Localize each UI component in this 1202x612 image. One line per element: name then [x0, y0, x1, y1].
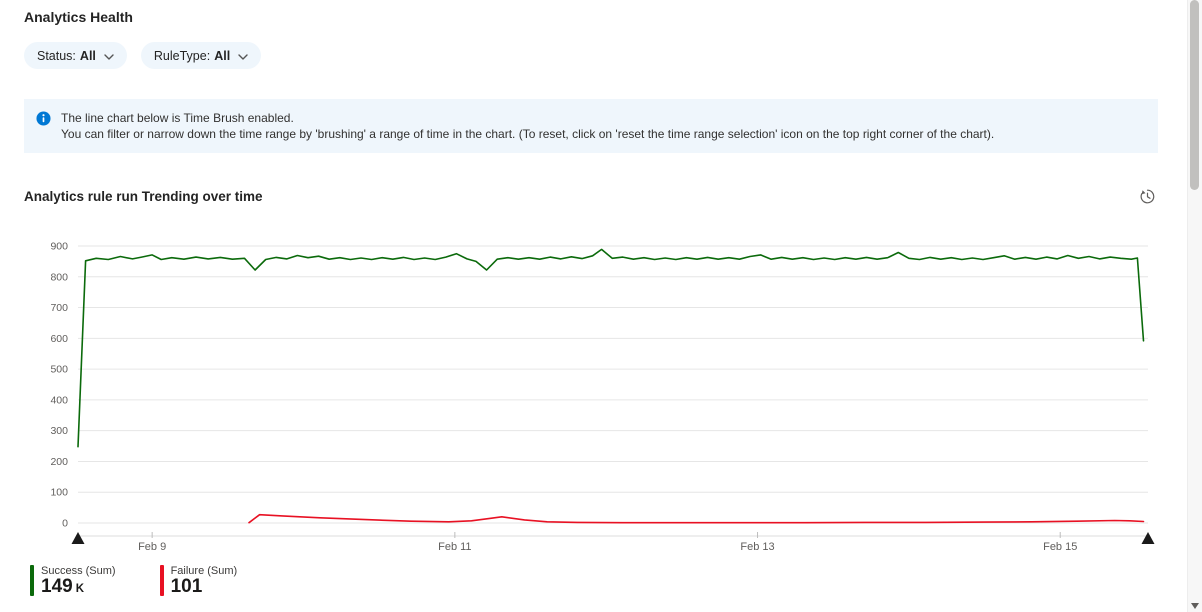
ruletype-filter-label: RuleType: All [153, 48, 231, 63]
reset-time-range-button[interactable] [1137, 186, 1158, 207]
y-axis-label: 800 [50, 271, 68, 283]
legend-item-failure[interactable]: Failure (Sum) 101 [159, 565, 238, 597]
y-axis-label: 200 [50, 456, 68, 468]
chart-header: Analytics rule run Trending over time [24, 186, 1158, 207]
y-axis-label: 100 [50, 487, 68, 499]
info-icon [36, 110, 51, 126]
y-axis-label: 500 [50, 364, 68, 376]
status-filter-dropdown[interactable]: Status: All [24, 42, 127, 69]
page-title: Analytics Health [24, 9, 133, 25]
failure-legend-label: Failure (Sum) [170, 565, 238, 577]
y-axis-label: 900 [50, 241, 68, 253]
x-axis-label: Feb 13 [740, 541, 774, 553]
failure-legend-color-bar [159, 565, 164, 596]
scrollbar-down-arrow-icon[interactable] [1191, 603, 1199, 609]
trend-line-chart[interactable]: 0 100 200 300 400 500 600 700 800 900 Feb 9 Feb 11 F… [24, 240, 1158, 559]
info-banner-text: The line chart below is Time Brush enabl… [61, 110, 994, 142]
filter-bar: Status: All RuleType: All [24, 42, 1158, 69]
y-axis-label: 700 [50, 302, 68, 314]
y-axis-label: 300 [50, 425, 68, 437]
info-banner-line2: You can filter or narrow down the time r… [61, 127, 995, 141]
legend-item-success[interactable]: Success (Sum) 149 K [30, 565, 116, 596]
brush-handle-right[interactable] [1141, 532, 1155, 544]
chart-title: Analytics rule run Trending over time [24, 189, 263, 204]
info-banner: The line chart below is Time Brush enabl… [24, 99, 1158, 153]
failure-legend-value: 101 [170, 576, 203, 597]
x-axis-label: Feb 9 [138, 541, 166, 553]
success-legend-label: Success (Sum) [41, 565, 116, 577]
success-legend-color-bar [30, 565, 34, 596]
ruletype-filter-dropdown[interactable]: RuleType: All [140, 42, 262, 69]
chevron-down-icon [104, 49, 114, 63]
chevron-down-icon [238, 49, 248, 63]
analytics-health-page: Analytics Health Status: All RuleType: All… [24, 0, 1158, 596]
chart-legend: Success (Sum) 149 K Failure (Sum) 101 [30, 565, 1158, 596]
x-axis-label: Feb 11 [438, 541, 471, 553]
y-axis-label: 400 [50, 394, 68, 406]
y-axis-label: 0 [62, 518, 68, 530]
trend-chart-svg[interactable]: 0 100 200 300 400 500 600 700 800 900 Feb 9 Feb 11 F… [24, 240, 1158, 554]
scrollbar-thumb[interactable] [1190, 0, 1199, 190]
vertical-scrollbar[interactable] [1187, 0, 1202, 612]
brush-handle-left[interactable] [71, 532, 85, 544]
y-axis-label: 600 [50, 333, 68, 345]
status-filter-label: Status: All [37, 48, 96, 63]
reset-time-range-icon [1139, 189, 1156, 208]
info-banner-line1: The line chart below is Time Brush enabl… [61, 111, 294, 125]
failure-line [248, 513, 1145, 524]
success-line [77, 248, 1145, 448]
x-axis-label: Feb 15 [1043, 541, 1077, 553]
success-legend-value: 149 K [41, 576, 85, 597]
